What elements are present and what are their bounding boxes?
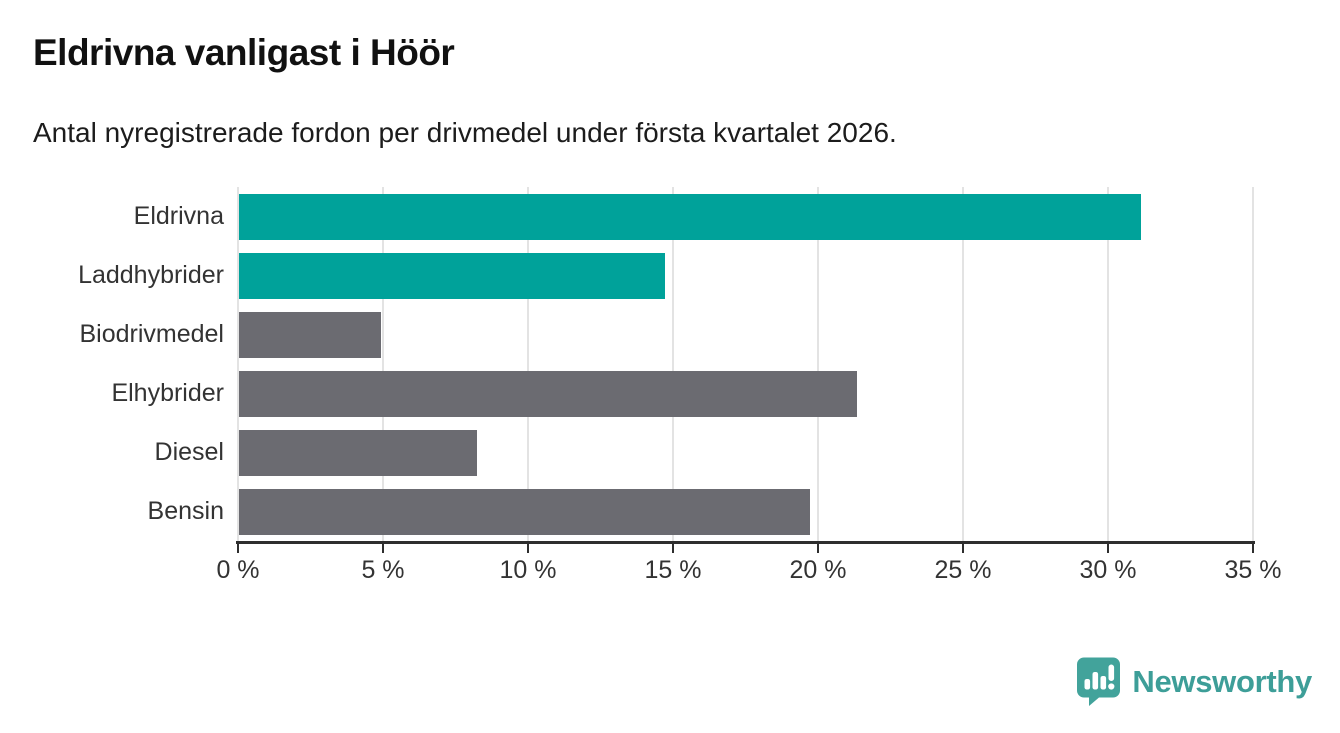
bar-laddhybrider <box>239 252 666 299</box>
bar-bensin <box>239 488 811 535</box>
gridline <box>237 187 239 541</box>
gridline <box>1252 187 1254 541</box>
gridline <box>1107 187 1109 541</box>
x-tick-label: 30 % <box>1079 556 1137 584</box>
bar-biodrivmedel <box>239 311 382 358</box>
bar-row <box>239 305 1254 364</box>
category-label: Diesel <box>154 438 224 466</box>
chart-subtitle: Antal nyregistrerade fordon per drivmede… <box>33 117 897 148</box>
x-tick-label: 25 % <box>934 556 992 584</box>
x-axis-tick <box>237 544 239 553</box>
page-title: Eldrivna vanligast i Höör <box>33 32 455 73</box>
newsworthy-chart-bubble-icon <box>1076 657 1121 706</box>
category-label: Eldrivna <box>133 202 224 230</box>
x-axis-tick <box>816 544 819 553</box>
x-axis-tick <box>1107 544 1109 553</box>
brand-logo: Newsworthy <box>1076 657 1312 706</box>
bar-diesel <box>239 429 477 476</box>
bar-elhybrider <box>239 370 857 417</box>
bar-row <box>239 246 1254 305</box>
gridline <box>816 187 819 541</box>
category-label: Laddhybrider <box>78 261 224 289</box>
x-tick-label: 20 % <box>789 556 847 584</box>
bar-eldrivna <box>239 193 1141 240</box>
bar-row <box>239 187 1254 246</box>
gridline <box>526 187 529 541</box>
brand-name: Newsworthy <box>1132 663 1312 699</box>
x-axis-tick <box>1252 544 1254 553</box>
x-tick-label: 15 % <box>644 556 702 584</box>
x-axis-tick <box>672 544 674 553</box>
x-axis-line <box>236 541 1255 544</box>
bar-row <box>239 482 1254 541</box>
x-tick-label: 5 % <box>361 556 405 584</box>
gridline <box>672 187 674 541</box>
x-tick-label: 0 % <box>216 556 260 584</box>
category-label: Biodrivmedel <box>79 320 224 348</box>
plot-area: 0 % 5 % 10 % 15 % 20 % 25 % 30 % 35 % <box>216 187 1281 584</box>
x-axis-tick <box>526 544 529 553</box>
bar-row <box>239 364 1254 423</box>
x-tick-label: 35 % <box>1224 556 1282 584</box>
bars-container <box>239 187 1254 541</box>
category-label: Bensin <box>147 497 224 525</box>
x-axis-tick <box>381 544 384 553</box>
category-labels: Eldrivna Laddhybrider Biodrivmedel Elhybrid… <box>0 187 224 541</box>
gridline <box>381 187 384 541</box>
gridline <box>962 187 964 541</box>
category-label: Elhybrider <box>111 379 224 407</box>
x-tick-label: 10 % <box>499 556 557 584</box>
bar-row <box>239 423 1254 482</box>
x-axis-tick <box>962 544 964 553</box>
